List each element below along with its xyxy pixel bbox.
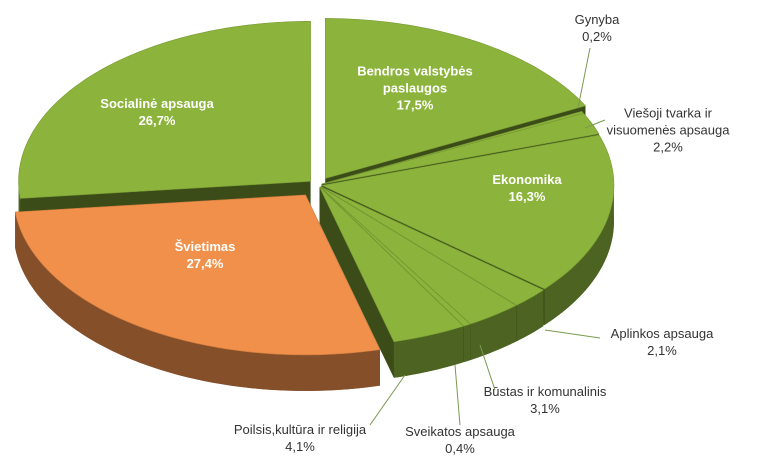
value-label: 17,5% [396, 97, 434, 113]
category-name: Būstas ir komunalinis [483, 384, 607, 399]
category-name: Ekonomika [492, 172, 562, 187]
slice-side [15, 211, 380, 391]
slice-label: Aplinkos apsauga 2,1% [597, 325, 727, 359]
slice [320, 186, 545, 306]
slice [325, 18, 587, 179]
leader-line [544, 329, 601, 339]
category-name: Poilsis,kultūra ir religija [233, 422, 367, 437]
leader-line [479, 344, 496, 391]
slice-label: Švietimas 27,4% [155, 238, 255, 272]
slice-side [516, 290, 544, 342]
category-name: Gynyba [574, 12, 620, 27]
slice-label: Ekonomika 16,3% [477, 171, 577, 205]
slice-side [470, 305, 517, 360]
value-label: 27,4% [186, 256, 224, 271]
value-label: 0,4% [445, 441, 475, 456]
slice-label: Poilsis,kultūra ir religija 4,1% [205, 421, 395, 455]
value-label: 0,2% [582, 29, 612, 44]
value-label: 16,3% [508, 189, 546, 204]
category-name: Socialinė apsauga [100, 96, 214, 111]
leader-line [584, 119, 606, 129]
leader-line [454, 364, 461, 426]
leader-line [577, 47, 591, 109]
category-name: Sveikatos apsauga [405, 424, 515, 439]
category-name: Bendros valstybės paslaugos [357, 63, 473, 96]
slice [321, 112, 600, 185]
slice [319, 186, 464, 343]
slice-label: Sveikatos apsauga 0,4% [395, 423, 525, 457]
slice-label: Viešoji tvarka ir visuomenės apsauga 2,2% [598, 105, 738, 156]
slice [18, 21, 311, 199]
category-name: Švietimas [174, 239, 236, 254]
value-label: 2,2% [653, 139, 683, 155]
value-label: 3,1% [530, 401, 560, 416]
value-label: 4,1% [285, 439, 315, 454]
category-name: Viešoji tvarka ir visuomenės apsauga [606, 105, 730, 138]
slice-label: Būstas ir komunalinis 3,1% [475, 383, 615, 417]
slice-label: Bendros valstybės paslaugos 17,5% [340, 63, 490, 114]
value-label: 26,7% [138, 113, 176, 128]
slice-wall [319, 187, 394, 378]
value-label: 2,1% [647, 343, 677, 358]
slice-label: Gynyba 0,2% [567, 11, 627, 45]
category-name: Aplinkos apsauga [610, 326, 714, 341]
slice [319, 186, 471, 327]
slice [320, 186, 517, 325]
slice-side [463, 324, 471, 363]
slice [320, 134, 615, 290]
slice-label: Socialinė apsauga 26,7% [87, 95, 227, 129]
leader-line [369, 374, 406, 426]
slice [14, 194, 381, 356]
slice-side [544, 185, 614, 325]
